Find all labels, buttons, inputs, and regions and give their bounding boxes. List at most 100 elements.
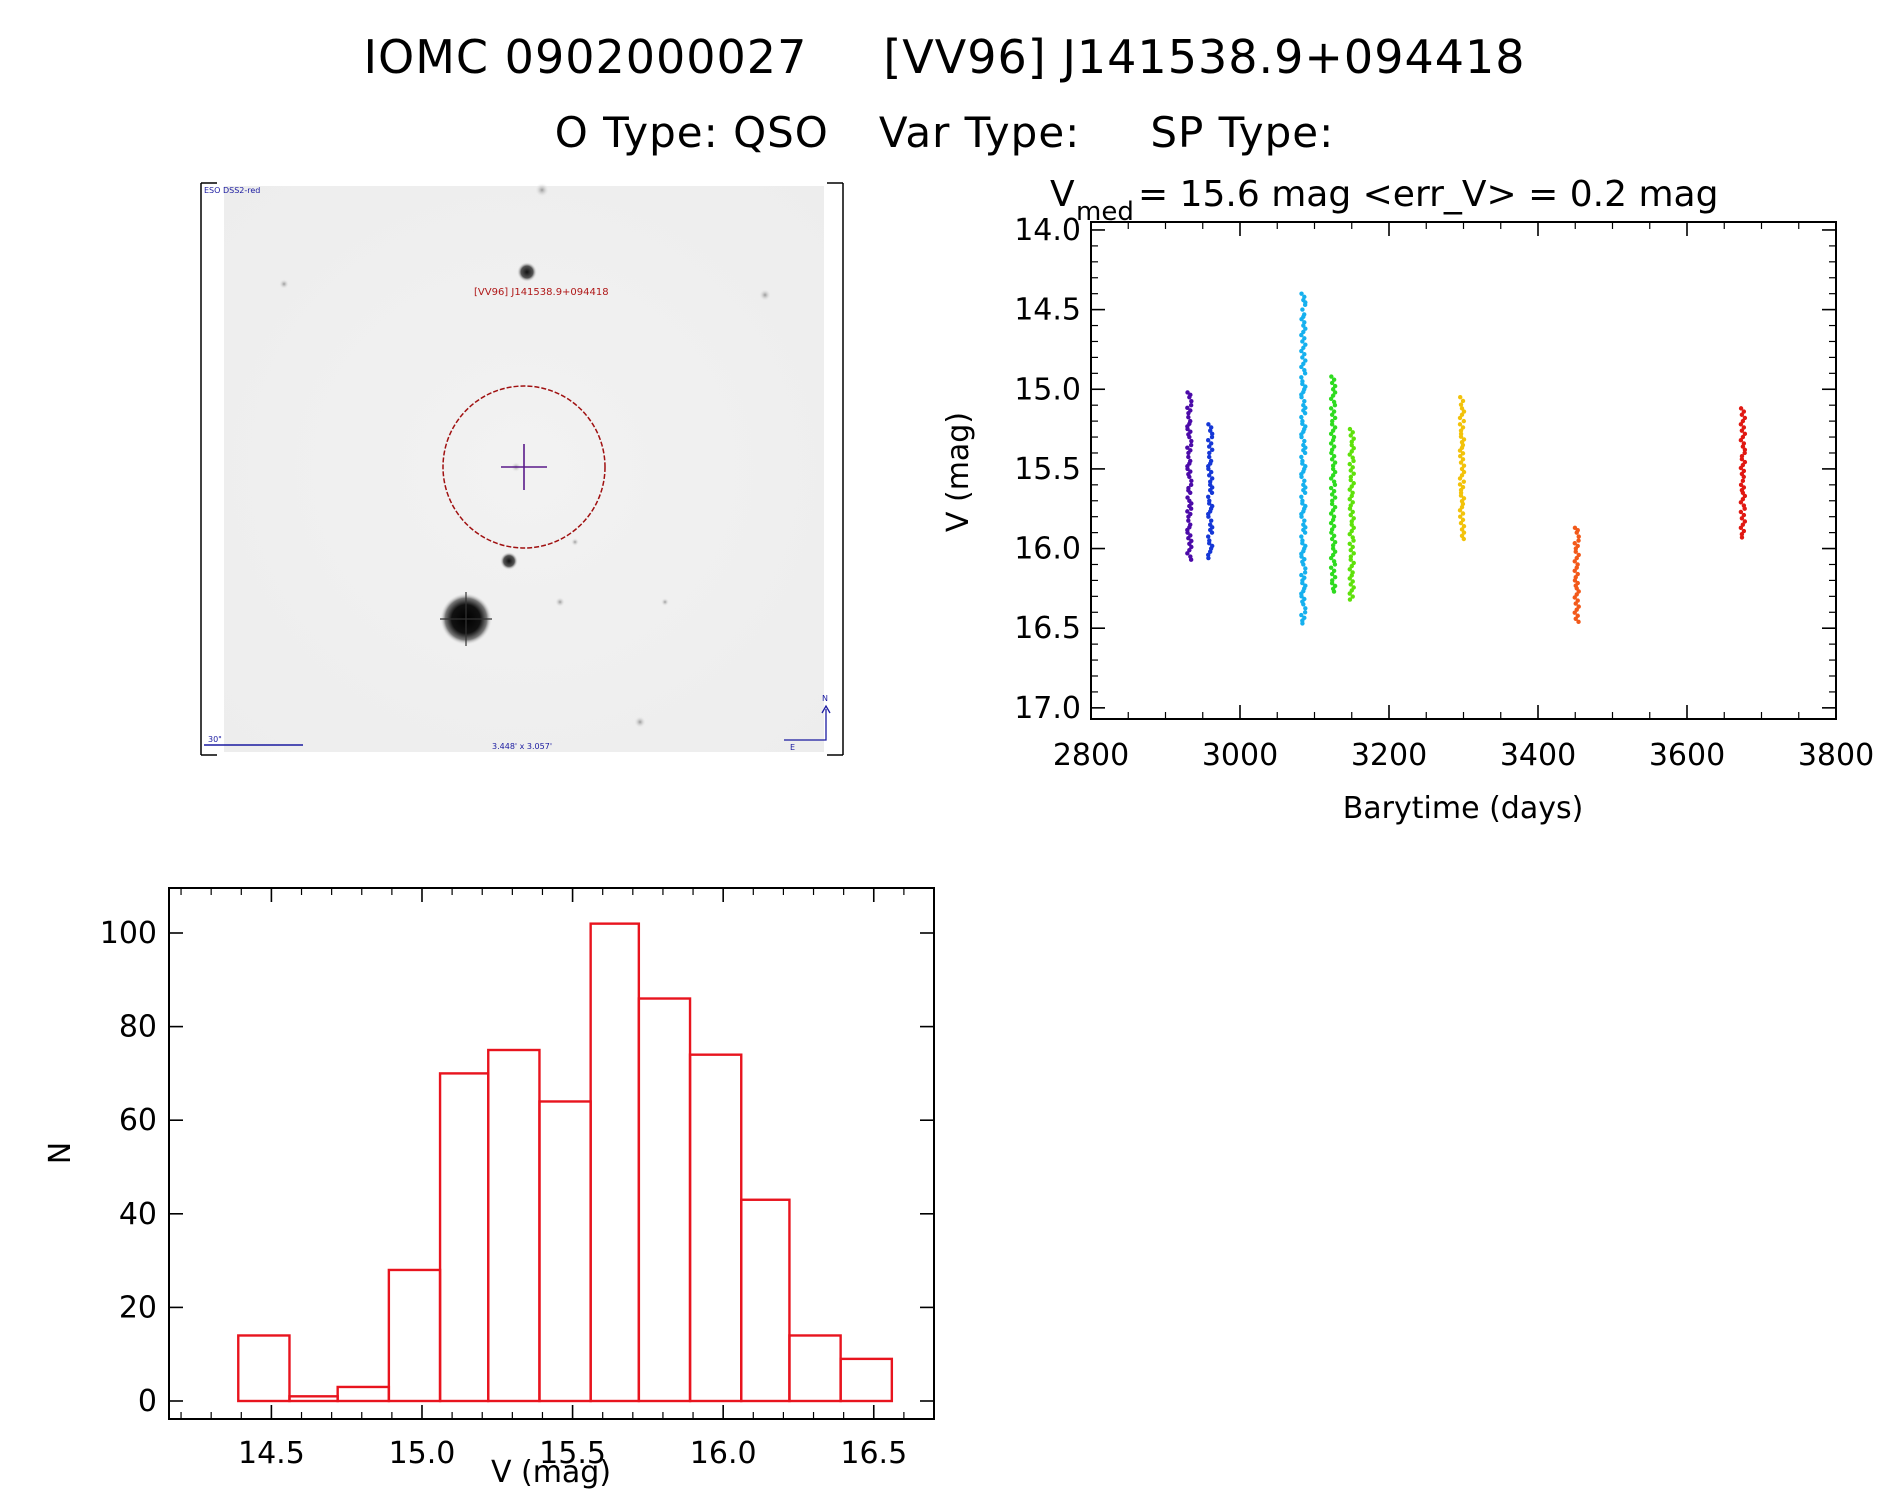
lc-data-point bbox=[1331, 409, 1337, 414]
lc-x-tick-label: 3000 bbox=[1202, 738, 1278, 773]
lc-data-point bbox=[1208, 428, 1213, 433]
lc-data-point bbox=[1574, 555, 1579, 561]
lc-title-prefix: V bbox=[1050, 174, 1075, 215]
lc-data-point bbox=[1457, 448, 1463, 453]
object-name: [VV96] J141538.9+094418 bbox=[883, 30, 1526, 84]
lc-data-point bbox=[1332, 415, 1338, 421]
lc-data-point bbox=[1460, 425, 1466, 430]
lc-data-point bbox=[1209, 490, 1215, 496]
lc-series-season-7 bbox=[1572, 525, 1581, 625]
east-label: E bbox=[790, 743, 795, 752]
lc-data-point bbox=[1329, 581, 1335, 586]
lc-data-point bbox=[1185, 551, 1190, 556]
lc-data-point bbox=[1189, 544, 1194, 550]
lc-data-point bbox=[1329, 450, 1334, 456]
lc-data-point bbox=[1302, 302, 1308, 308]
lc-data-point bbox=[1187, 547, 1192, 553]
lc-data-point bbox=[1299, 414, 1304, 420]
lc-data-point bbox=[1332, 402, 1338, 408]
lc-series-season-1 bbox=[1185, 390, 1194, 562]
lc-data-point bbox=[1207, 450, 1212, 456]
lc-data-point bbox=[1348, 554, 1354, 559]
hist-bar bbox=[688, 1053, 743, 1403]
lc-data-point bbox=[1739, 412, 1745, 417]
lc-data-point bbox=[1209, 434, 1215, 440]
lc-data-point bbox=[1300, 541, 1305, 546]
lc-data-point bbox=[1460, 451, 1466, 456]
hist-y-label: N bbox=[43, 1142, 78, 1164]
sptype-label: SP Type: bbox=[1150, 108, 1335, 157]
lc-data-point bbox=[1331, 489, 1337, 494]
lc-data-point bbox=[1330, 418, 1335, 424]
lc-data-point bbox=[1347, 541, 1352, 546]
lc-data-point bbox=[1299, 554, 1304, 559]
lc-data-point bbox=[1189, 399, 1194, 404]
lc-data-point bbox=[1330, 473, 1336, 478]
lc-data-point bbox=[1206, 552, 1211, 558]
lc-data-point bbox=[1459, 504, 1465, 510]
lc-data-point bbox=[1301, 345, 1306, 351]
lc-data-point bbox=[1458, 460, 1464, 465]
lc-data-point bbox=[1189, 438, 1194, 444]
lc-data-point bbox=[1459, 466, 1465, 472]
lc-data-point bbox=[1351, 445, 1356, 451]
lc-data-point bbox=[1350, 465, 1355, 470]
lc-data-point bbox=[1741, 474, 1746, 480]
lc-data-point bbox=[1208, 479, 1213, 484]
lc-data-point bbox=[1350, 544, 1355, 550]
lc-data-point bbox=[1299, 332, 1304, 338]
lc-data-point bbox=[1740, 444, 1746, 449]
hist-bar bbox=[589, 922, 641, 1403]
lc-data-point bbox=[1329, 536, 1335, 542]
lc-data-point bbox=[1742, 506, 1747, 511]
lc-data-point bbox=[1574, 530, 1579, 535]
lc-data-point bbox=[1185, 405, 1190, 411]
hist-y-tick-label: 100 bbox=[100, 916, 157, 951]
lc-data-point bbox=[1350, 509, 1355, 515]
hist-bar bbox=[538, 1100, 592, 1403]
lc-data-point bbox=[1741, 512, 1747, 518]
lc-data-point bbox=[1348, 512, 1353, 518]
lc-data-point bbox=[1329, 571, 1335, 577]
lc-data-point bbox=[1332, 425, 1338, 430]
lc-data-point bbox=[1207, 501, 1212, 506]
lc-data-point bbox=[1347, 576, 1352, 581]
lc-data-point bbox=[1328, 511, 1334, 516]
lc-data-point bbox=[1332, 562, 1338, 567]
lc-data-point bbox=[1458, 453, 1463, 459]
lc-data-point bbox=[1349, 484, 1354, 489]
lc-data-point bbox=[1185, 530, 1190, 535]
lc-data-point bbox=[1299, 454, 1304, 460]
lc-series-season-4 bbox=[1328, 374, 1338, 594]
lc-data-point bbox=[1301, 602, 1306, 607]
compass-arrows bbox=[784, 709, 827, 741]
hist-bar bbox=[839, 1357, 894, 1403]
lc-data-point bbox=[1208, 549, 1213, 554]
lc-data-point bbox=[1302, 371, 1308, 376]
lc-data-point bbox=[1348, 474, 1354, 480]
target-label: [VV96] J141538.9+094418 bbox=[474, 287, 609, 298]
lc-data-point bbox=[1738, 509, 1744, 515]
light-curve-chart: V med = 15.6 mag <err_V> = 0.2 mag 2800 3… bbox=[941, 174, 1874, 826]
lc-data-point bbox=[1329, 374, 1334, 379]
lc-data-point bbox=[1742, 450, 1747, 456]
star-faint bbox=[279, 279, 289, 289]
star-faint bbox=[571, 538, 579, 546]
lc-data-point bbox=[1299, 434, 1304, 440]
target-circle bbox=[442, 385, 606, 549]
lc-data-point bbox=[1299, 514, 1304, 519]
fov-label: 3.448' x 3.057' bbox=[492, 742, 552, 751]
lc-data-point bbox=[1300, 339, 1305, 344]
lc-data-point bbox=[1329, 422, 1335, 427]
lc-data-point bbox=[1332, 575, 1338, 580]
lc-data-point bbox=[1302, 478, 1307, 484]
lc-data-point bbox=[1303, 326, 1308, 331]
lc-data-point bbox=[1461, 409, 1467, 414]
lc-data-point bbox=[1301, 562, 1306, 567]
lc-data-point bbox=[1738, 525, 1744, 531]
lc-data-point bbox=[1739, 428, 1745, 433]
lc-data-point bbox=[1348, 433, 1353, 438]
lc-data-point bbox=[1328, 396, 1334, 402]
lc-data-point bbox=[1330, 393, 1336, 398]
lc-data-point bbox=[1303, 566, 1308, 571]
